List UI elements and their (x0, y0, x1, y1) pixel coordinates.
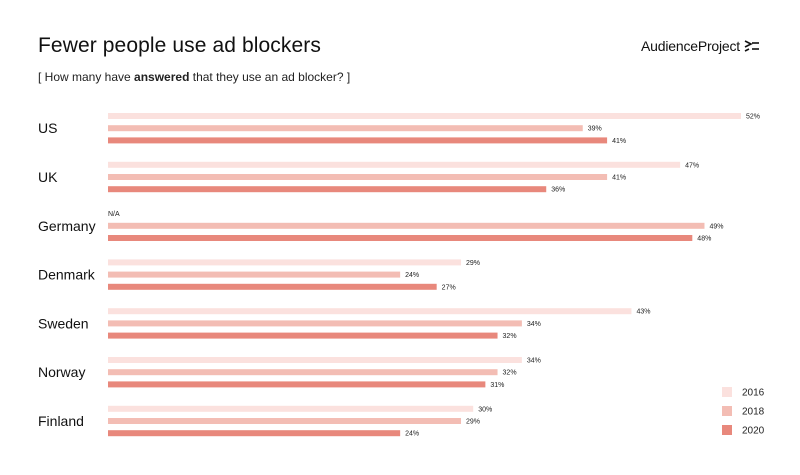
value-label-germany-2018: 49% (709, 223, 723, 230)
value-label-sweden-2020: 32% (503, 333, 517, 340)
legend-swatch-2020 (722, 425, 732, 435)
bar-germany-2018 (108, 222, 705, 229)
value-label-denmark-2020: 27% (442, 284, 456, 291)
bar-sweden-2020 (108, 332, 498, 339)
value-label-finland-2018: 29% (466, 419, 480, 426)
bar-norway-2016 (108, 357, 522, 363)
value-label-uk-2020: 36% (551, 187, 565, 194)
bar-denmark-2020 (108, 283, 437, 290)
category-label-denmark: Denmark (38, 267, 96, 283)
bar-uk-2016 (108, 161, 681, 168)
value-label-us-2018: 39% (588, 126, 602, 133)
subtitle-bold: answered (134, 70, 190, 84)
subtitle-prefix: [ How many have (38, 70, 135, 84)
bar-finland-2018 (108, 418, 462, 424)
value-label-uk-2018: 41% (612, 175, 626, 182)
value-label-sweden-2016: 43% (636, 309, 650, 316)
legend-swatch-2018 (722, 406, 732, 416)
value-label-finland-2016: 30% (478, 406, 492, 413)
bar-uk-2020 (108, 186, 547, 193)
value-label-germany-2020: 48% (697, 236, 711, 243)
category-label-norway: Norway (38, 364, 85, 380)
brand-name: AudienceProject (641, 38, 740, 54)
category-label-germany: Germany (38, 218, 96, 234)
value-label-denmark-2018: 24% (405, 272, 419, 279)
legend-swatch-2016 (722, 387, 732, 397)
category-label-uk: UK (38, 169, 58, 185)
value-label-norway-2020: 31% (490, 382, 504, 389)
bar-us-2020 (108, 137, 608, 144)
bar-sweden-2016 (108, 308, 632, 315)
value-label-uk-2016: 47% (685, 162, 699, 169)
category-label-sweden: Sweden (38, 315, 89, 331)
subtitle-suffix: that they use an ad blocker? ] (189, 70, 351, 84)
value-label-norway-2016: 34% (527, 358, 541, 365)
bar-uk-2018 (108, 174, 608, 180)
category-label-us: US (38, 120, 57, 136)
chart-subtitle: [ How many have answered that they use a… (38, 70, 350, 84)
bar-denmark-2018 (108, 271, 401, 278)
value-label-us-2016: 52% (746, 114, 760, 121)
value-label-denmark-2016: 29% (466, 260, 480, 267)
chevrons-icon (744, 40, 759, 52)
bar-finland-2020 (108, 430, 401, 437)
brand-logo: AudienceProject (641, 38, 760, 54)
legend-label-2018: 2018 (742, 407, 765, 418)
bar-us-2016 (108, 113, 741, 119)
bar-finland-2016 (108, 405, 474, 412)
legend-label-2020: 2020 (742, 426, 765, 437)
bar-sweden-2018 (108, 320, 522, 327)
category-label-finland: Finland (38, 413, 84, 429)
value-label-germany-2016: N/A (108, 211, 120, 218)
bar-norway-2018 (108, 369, 498, 376)
bar-norway-2020 (108, 381, 486, 388)
value-label-finland-2020: 24% (405, 431, 419, 438)
value-label-norway-2018: 32% (503, 370, 517, 377)
value-label-us-2020: 41% (612, 138, 626, 145)
chart-title: Fewer people use ad blockers (38, 34, 321, 57)
value-label-sweden-2018: 34% (527, 321, 541, 328)
bar-germany-2020 (108, 235, 693, 241)
bar-us-2018 (108, 125, 583, 132)
legend-label-2016: 2016 (742, 388, 765, 399)
bar-denmark-2016 (108, 259, 462, 266)
